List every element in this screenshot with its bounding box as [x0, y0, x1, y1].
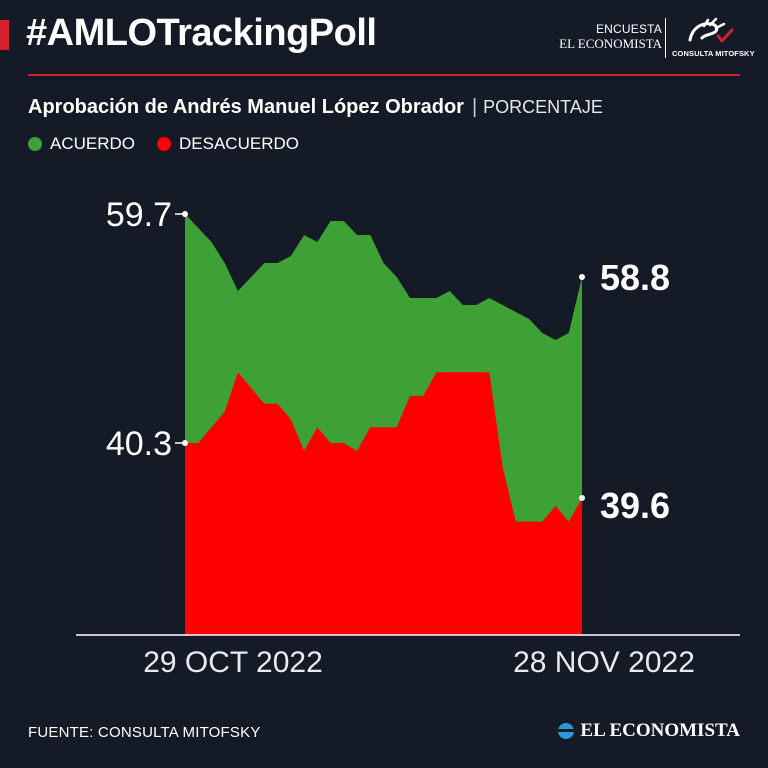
desacuerdo-area	[185, 372, 582, 635]
mitofsky-logo: CONSULTA MITOFSKY	[672, 16, 755, 60]
legend-swatch-desacuerdo	[157, 137, 172, 151]
accent-bar	[0, 20, 9, 50]
legend-swatch-acuerdo	[28, 137, 42, 151]
legend-item-desacuerdo: DESACUERDO	[157, 134, 299, 154]
legend-label-desacuerdo: DESACUERDO	[179, 134, 299, 153]
brand-lockup: ENCUESTA EL ECONOMISTA CONSULTA MITOFSKY	[548, 16, 755, 60]
end-point-acuerdo	[579, 274, 585, 280]
chart-unit: PORCENTAJE	[483, 97, 603, 117]
start-point-acuerdo	[182, 211, 188, 217]
end-label-desacuerdo: 39.6	[600, 485, 670, 526]
footer-logo-text: EL ECONOMISTA	[580, 720, 740, 741]
globe-icon	[558, 723, 575, 739]
legend-label-acuerdo: ACUERDO	[50, 134, 136, 153]
chart-subtitle: Aprobación de Andrés Manuel López Obrado…	[28, 96, 603, 119]
page-title: #AMLOTrackingPoll	[26, 12, 377, 54]
legend-item-acuerdo: ACUERDO	[28, 134, 135, 154]
start-label-acuerdo: 59.7	[106, 196, 172, 234]
footer-source: FUENTE: CONSULTA MITOFSKY	[28, 724, 261, 741]
start-label-desacuerdo: 40.3	[106, 425, 172, 463]
brand-encuesta-label: ENCUESTA	[595, 22, 662, 36]
brand-divider	[665, 18, 666, 58]
title-separator: |	[471, 96, 478, 118]
end-label-acuerdo: 58.8	[600, 257, 670, 298]
footer-logo: EL ECONOMISTA	[558, 720, 740, 742]
legend: ACUERDO DESACUERDO	[28, 134, 321, 154]
x-tick-end: 28 NOV 2022	[513, 646, 695, 679]
chart-title: Aprobación de Andrés Manuel López Obrado…	[28, 96, 464, 118]
mitofsky-label: CONSULTA MITOFSKY	[672, 49, 755, 58]
header-rule	[28, 74, 740, 76]
x-tick-start: 29 OCT 2022	[143, 646, 323, 679]
start-point-desacuerdo	[182, 440, 188, 446]
mitofsky-icon	[688, 17, 734, 43]
end-point-desacuerdo	[579, 495, 585, 501]
brand-economista-label: EL ECONOMISTA	[559, 36, 662, 51]
brand-text: ENCUESTA EL ECONOMISTA	[559, 22, 662, 52]
